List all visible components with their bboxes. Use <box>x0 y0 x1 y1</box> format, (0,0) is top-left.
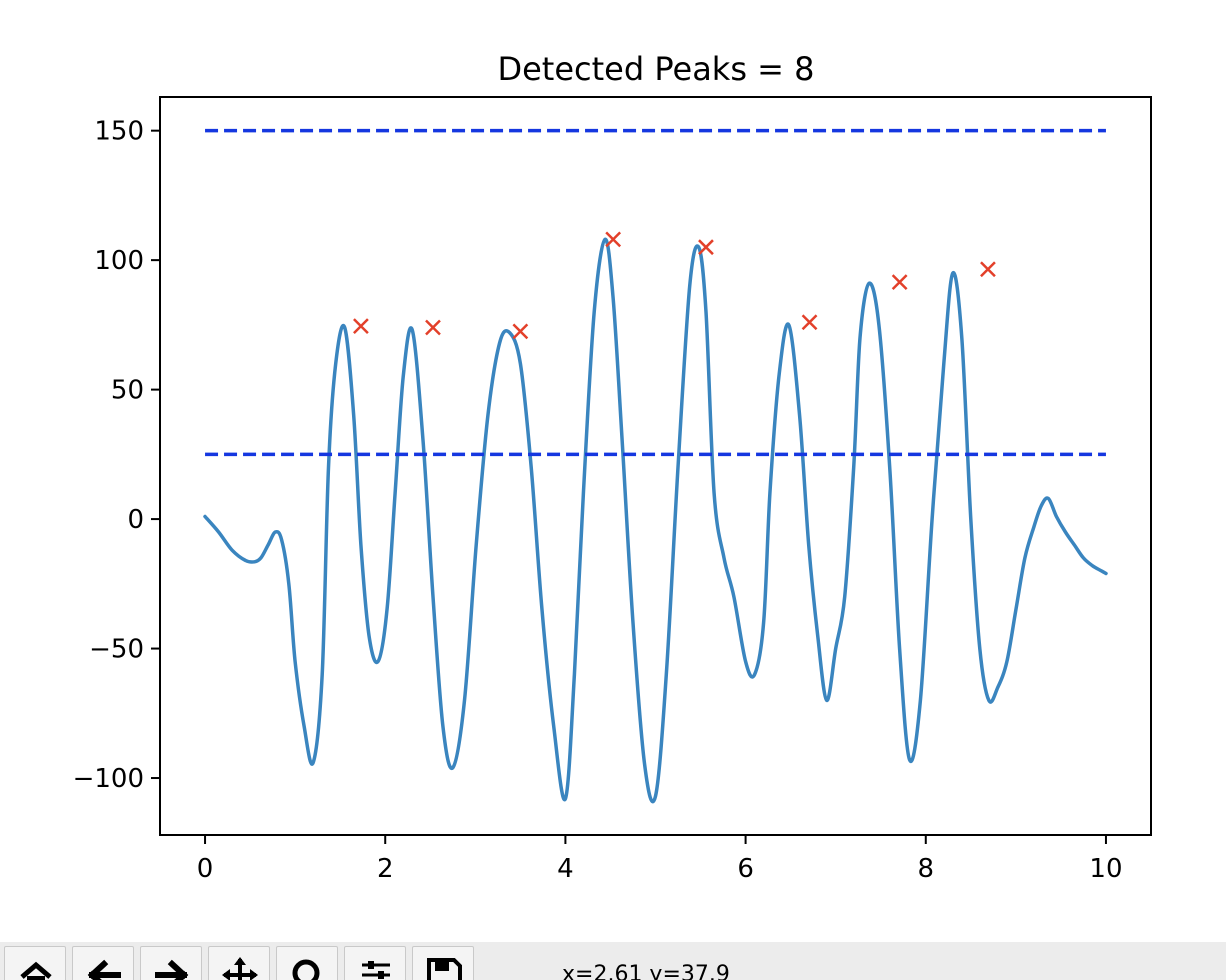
y-tick-label: −50 <box>89 635 144 665</box>
zoom-button[interactable] <box>276 946 338 980</box>
y-tick-label: 0 <box>127 505 144 535</box>
y-tick-label: 150 <box>94 117 144 147</box>
x-tick-label: 10 <box>1089 854 1122 884</box>
y-axis: 150 100 50 0 −50 −100 <box>73 117 160 794</box>
peak-marker-1 <box>353 318 369 335</box>
chart-title: Detected Peaks = 8 <box>497 50 814 88</box>
y-tick-label: 50 <box>111 376 144 406</box>
configure-subplots-icon <box>362 961 390 979</box>
x-tick-label: 8 <box>917 854 934 884</box>
figure: Detected Peaks = 8 0 2 4 6 8 10 150 100 50 0 −50 −… <box>73 50 1152 884</box>
peak-marker-2 <box>425 319 441 336</box>
peak-marker-6 <box>801 314 818 331</box>
x-axis: 0 2 4 6 8 10 <box>197 835 1123 884</box>
forward-arrow-button[interactable] <box>140 946 202 980</box>
x-tick-label: 0 <box>197 854 214 884</box>
axes-frame <box>159 96 1152 836</box>
pan-icon <box>222 957 258 980</box>
peak-marker-3 <box>512 323 529 340</box>
y-tick-label: 100 <box>94 246 144 276</box>
x-tick-label: 4 <box>557 854 574 884</box>
home-button[interactable] <box>4 946 66 980</box>
cursor-coordinates: x=2.61 y=37.9 <box>562 962 730 980</box>
peak-marker-7 <box>891 274 908 291</box>
signal-line <box>203 237 1108 804</box>
peak-marker-8 <box>980 261 996 278</box>
configure-subplots-button[interactable] <box>344 946 406 980</box>
zoom-icon <box>292 959 320 980</box>
save-button[interactable] <box>412 946 474 980</box>
forward-arrow-icon <box>155 959 189 980</box>
peak-marker-5 <box>698 239 714 256</box>
pan-button[interactable] <box>208 946 270 980</box>
x-tick-label: 6 <box>737 854 754 884</box>
x-tick-label: 2 <box>377 854 394 884</box>
home-icon <box>20 961 52 980</box>
y-tick-label: −100 <box>73 764 144 794</box>
back-arrow-icon <box>87 959 121 980</box>
save-icon <box>427 958 462 980</box>
plot-area <box>203 128 1108 804</box>
peak-marker-4 <box>605 231 622 248</box>
navigation-toolbar: x=2.61 y=37.9 <box>0 942 1226 980</box>
peak-markers <box>353 231 996 340</box>
back-arrow-button[interactable] <box>72 946 134 980</box>
